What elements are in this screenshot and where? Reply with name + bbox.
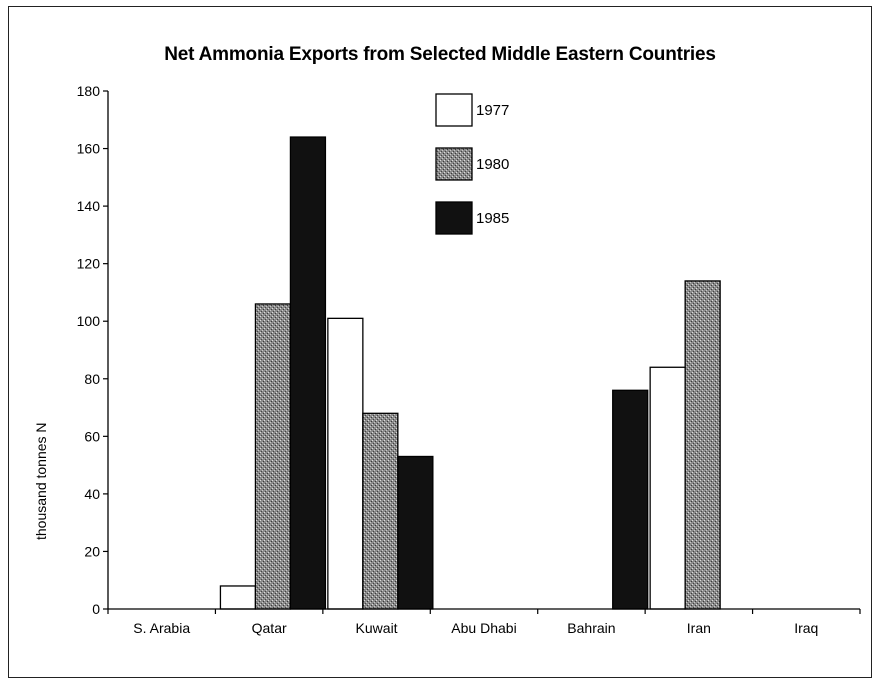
x-tick-label: Qatar xyxy=(252,620,287,636)
x-tick-label: Abu Dhabi xyxy=(451,620,516,636)
y-tick-label: 40 xyxy=(84,486,100,502)
legend-label-1977: 1977 xyxy=(476,102,509,119)
x-tick-label: Kuwait xyxy=(356,620,398,636)
chart-frame xyxy=(8,6,872,678)
bar-bahrain-1985 xyxy=(612,389,649,610)
y-tick-label: 20 xyxy=(84,543,100,559)
bar-iran-1980 xyxy=(684,280,721,610)
x-tick-label: Iraq xyxy=(794,620,818,636)
bar-qatar-1977 xyxy=(219,585,257,610)
chart-title: Net Ammonia Exports from Selected Middle… xyxy=(164,44,716,65)
legend-swatch-1985 xyxy=(435,201,473,235)
y-tick-label: 80 xyxy=(84,371,100,387)
y-tick-label: 100 xyxy=(77,313,101,329)
x-tick-label: Bahrain xyxy=(567,620,615,636)
y-tick-label: 0 xyxy=(92,601,100,617)
bar-qatar-1985 xyxy=(289,136,327,610)
y-tick-label: 60 xyxy=(84,428,100,444)
y-tick-label: 120 xyxy=(77,256,101,272)
legend-swatch-1980 xyxy=(435,147,473,181)
bar-kuwait-1985 xyxy=(397,455,434,610)
bar-kuwait-1977 xyxy=(327,317,364,610)
y-tick-label: 180 xyxy=(77,83,101,99)
y-tick-label: 140 xyxy=(77,198,101,214)
bar-iran-1977 xyxy=(649,366,686,610)
x-tick-label: S. Arabia xyxy=(133,620,190,636)
bar-kuwait-1980 xyxy=(362,412,399,610)
legend-label-1980: 1980 xyxy=(476,156,509,173)
y-tick-label: 160 xyxy=(77,141,101,157)
x-tick-label: Iran xyxy=(687,620,711,636)
legend-label-1985: 1985 xyxy=(476,210,509,227)
bar-qatar-1980 xyxy=(254,303,292,610)
legend-swatch-1977 xyxy=(435,93,473,127)
